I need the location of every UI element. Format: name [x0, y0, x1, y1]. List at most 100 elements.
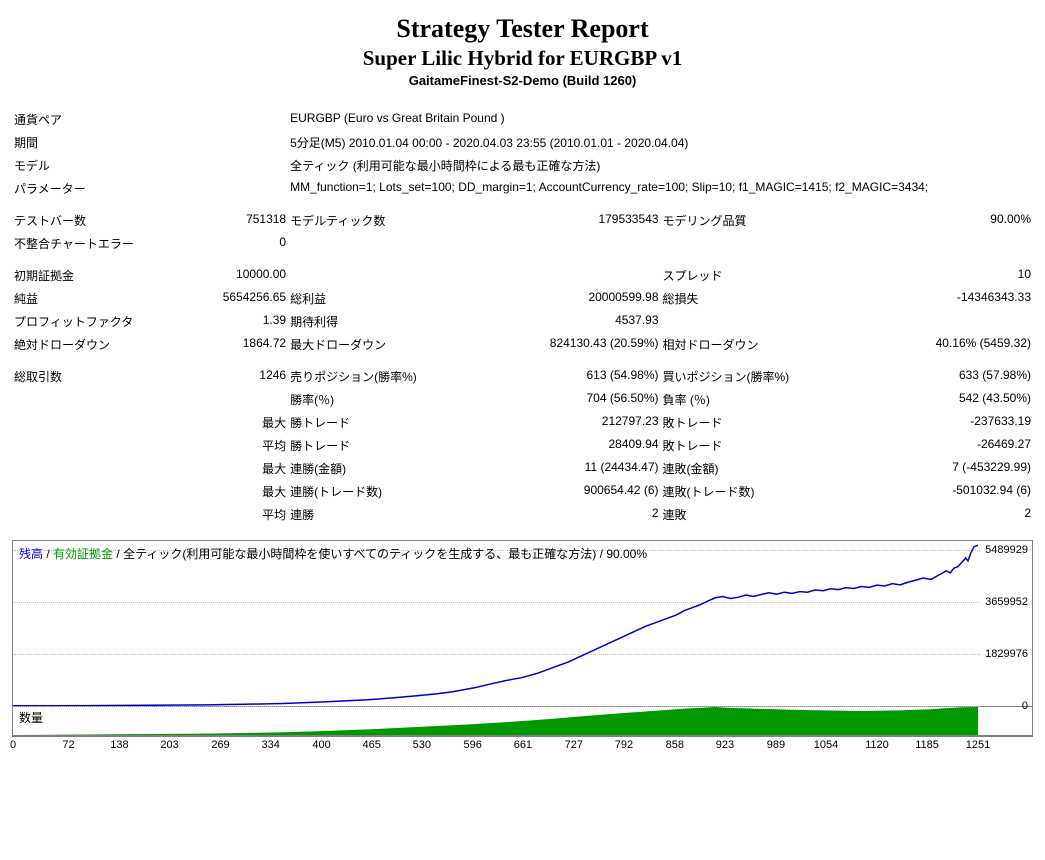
netprofit-value: 5654256.65 — [156, 287, 288, 310]
conswinamt-value: 11 (24434.47) — [487, 457, 661, 480]
x-tick-label: 727 — [565, 739, 583, 751]
legend-quality: 90.00% — [606, 547, 647, 561]
modelticks-label: モデルティック数 — [288, 200, 487, 232]
max-label-2: 最大 — [156, 457, 288, 480]
y-tick-label: 3659952 — [985, 596, 1028, 608]
winpct-value: 704 (56.50%) — [487, 388, 661, 411]
profitfactor-value: 1.39 — [156, 310, 288, 333]
x-tick-label: 400 — [312, 739, 330, 751]
x-tick-label: 792 — [615, 739, 633, 751]
legend-balance: 残高 — [19, 547, 43, 561]
wintrade-label2: 勝トレード — [288, 434, 487, 457]
expected-label: 期待利得 — [288, 310, 487, 333]
x-tick-label: 0 — [10, 739, 16, 751]
avg-label-1: 平均 — [156, 434, 288, 457]
short-value: 613 (54.98%) — [487, 356, 661, 388]
x-tick-label: 1120 — [865, 739, 889, 751]
losstrade-label2: 敗トレード — [661, 434, 860, 457]
modelquality-label: モデリング品質 — [661, 200, 860, 232]
report-header: Strategy Tester Report Super Lilic Hybri… — [12, 14, 1033, 88]
param-value: MM_function=1; Lots_set=100; DD_margin=1… — [288, 177, 1033, 200]
losstrade-label: 敗トレード — [661, 411, 860, 434]
period-label: 期間 — [12, 131, 156, 154]
model-label: モデル — [12, 154, 156, 177]
wintrade-max-value: 212797.23 — [487, 411, 661, 434]
spread-value: 10 — [859, 255, 1033, 287]
max-label-1: 最大 — [156, 411, 288, 434]
modelticks-value: 179533543 — [487, 200, 661, 232]
netprofit-label: 純益 — [12, 287, 156, 310]
x-tick-label: 923 — [716, 739, 734, 751]
conslossamt-label: 連敗(金額) — [661, 457, 860, 480]
reldd-value: 40.16% (5459.32) — [859, 333, 1033, 356]
x-tick-label: 858 — [666, 739, 684, 751]
pair-label: 通貨ペア — [12, 108, 156, 131]
expected-value: 4537.93 — [487, 310, 661, 333]
grossloss-label: 総損失 — [661, 287, 860, 310]
totaltrades-value: 1246 — [156, 356, 288, 388]
grossprofit-value: 20000599.98 — [487, 287, 661, 310]
initdeposit-label: 初期証拠金 — [12, 255, 156, 287]
winpct-label: 勝率(％) — [288, 388, 487, 411]
chart-xaxis: 0721382032693344004655305966617277928589… — [12, 737, 1033, 755]
x-tick-label: 138 — [110, 739, 128, 751]
wintrade-label: 勝トレード — [288, 411, 487, 434]
x-tick-label: 661 — [514, 739, 532, 751]
long-value: 633 (57.98%) — [859, 356, 1033, 388]
long-label: 買いポジション(勝率%) — [661, 356, 860, 388]
title-strategy: Super Lilic Hybrid for EURGBP v1 — [12, 46, 1033, 71]
avg-label-2: 平均 — [156, 503, 288, 526]
absdd-label: 絶対ドローダウン — [12, 333, 156, 356]
testbars-value: 751318 — [156, 200, 288, 232]
legend-equity: 有効証拠金 — [53, 547, 113, 561]
maxdd-label: 最大ドローダウン — [288, 333, 487, 356]
conswincnt-label: 連勝(トレード数) — [288, 480, 487, 503]
title-server: GaitameFinest-S2-Demo (Build 1260) — [12, 73, 1033, 88]
avgconswin-label: 連勝 — [288, 503, 487, 526]
x-tick-label: 1054 — [814, 739, 838, 751]
profitfactor-label: プロフィットファクタ — [12, 310, 156, 333]
losstrade-max-value: -237633.19 — [859, 411, 1033, 434]
losstrade-avg-value: -26469.27 — [859, 434, 1033, 457]
modelquality-value: 90.00% — [859, 200, 1033, 232]
conslosscnt-label: 連敗(トレード数) — [661, 480, 860, 503]
model-value: 全ティック (利用可能な最小時間枠による最も正確な方法) — [288, 154, 1033, 177]
pair-value: EURGBP (Euro vs Great Britain Pound ) — [288, 108, 1033, 131]
reldd-label: 相対ドローダウン — [661, 333, 860, 356]
totaltrades-label: 総取引数 — [12, 356, 156, 388]
x-tick-label: 596 — [464, 739, 482, 751]
grossprofit-label: 総利益 — [288, 287, 487, 310]
spread-label: スプレッド — [661, 255, 860, 287]
maxdd-value: 824130.43 (20.59%) — [487, 333, 661, 356]
x-tick-label: 989 — [767, 739, 785, 751]
max-label-3: 最大 — [156, 480, 288, 503]
equity-chart: 残高 / 有効証拠金 / 全ティック(利用可能な最小時間枠を使いすべてのティック… — [12, 540, 1033, 737]
x-tick-label: 1185 — [915, 739, 939, 751]
losspct-label: 負率 (％) — [661, 388, 860, 411]
conswincnt-value: 900654.42 (6) — [487, 480, 661, 503]
mismatch-label: 不整合チャートエラー — [12, 232, 156, 255]
param-label: パラメーター — [12, 177, 156, 200]
info-table: 通貨ペア EURGBP (Euro vs Great Britain Pound… — [12, 108, 1033, 526]
avgconswin-value: 2 — [487, 503, 661, 526]
conslossamt-value: 7 (-453229.99) — [859, 457, 1033, 480]
x-tick-label: 203 — [160, 739, 178, 751]
title-main: Strategy Tester Report — [12, 14, 1033, 44]
y-tick-label: 5489929 — [985, 544, 1028, 556]
wintrade-avg-value: 28409.94 — [487, 434, 661, 457]
short-label: 売りポジション(勝率%) — [288, 356, 487, 388]
volume-label: 数量 — [19, 709, 43, 726]
mismatch-value: 0 — [156, 232, 288, 255]
x-tick-label: 530 — [413, 739, 431, 751]
conslosscnt-value: -501032.94 (6) — [859, 480, 1033, 503]
grossloss-value: -14346343.33 — [859, 287, 1033, 310]
x-tick-label: 334 — [261, 739, 279, 751]
y-tick-label: 1829976 — [985, 648, 1028, 660]
conswinamt-label: 連勝(金額) — [288, 457, 487, 480]
avgconsloss-value: 2 — [859, 503, 1033, 526]
x-tick-label: 269 — [211, 739, 229, 751]
legend-method: 全ティック(利用可能な最小時間枠を使いすべてのティックを生成する、最も正確な方法… — [123, 547, 596, 561]
avgconsloss-label: 連敗 — [661, 503, 860, 526]
absdd-value: 1864.72 — [156, 333, 288, 356]
x-tick-label: 1251 — [966, 739, 990, 751]
